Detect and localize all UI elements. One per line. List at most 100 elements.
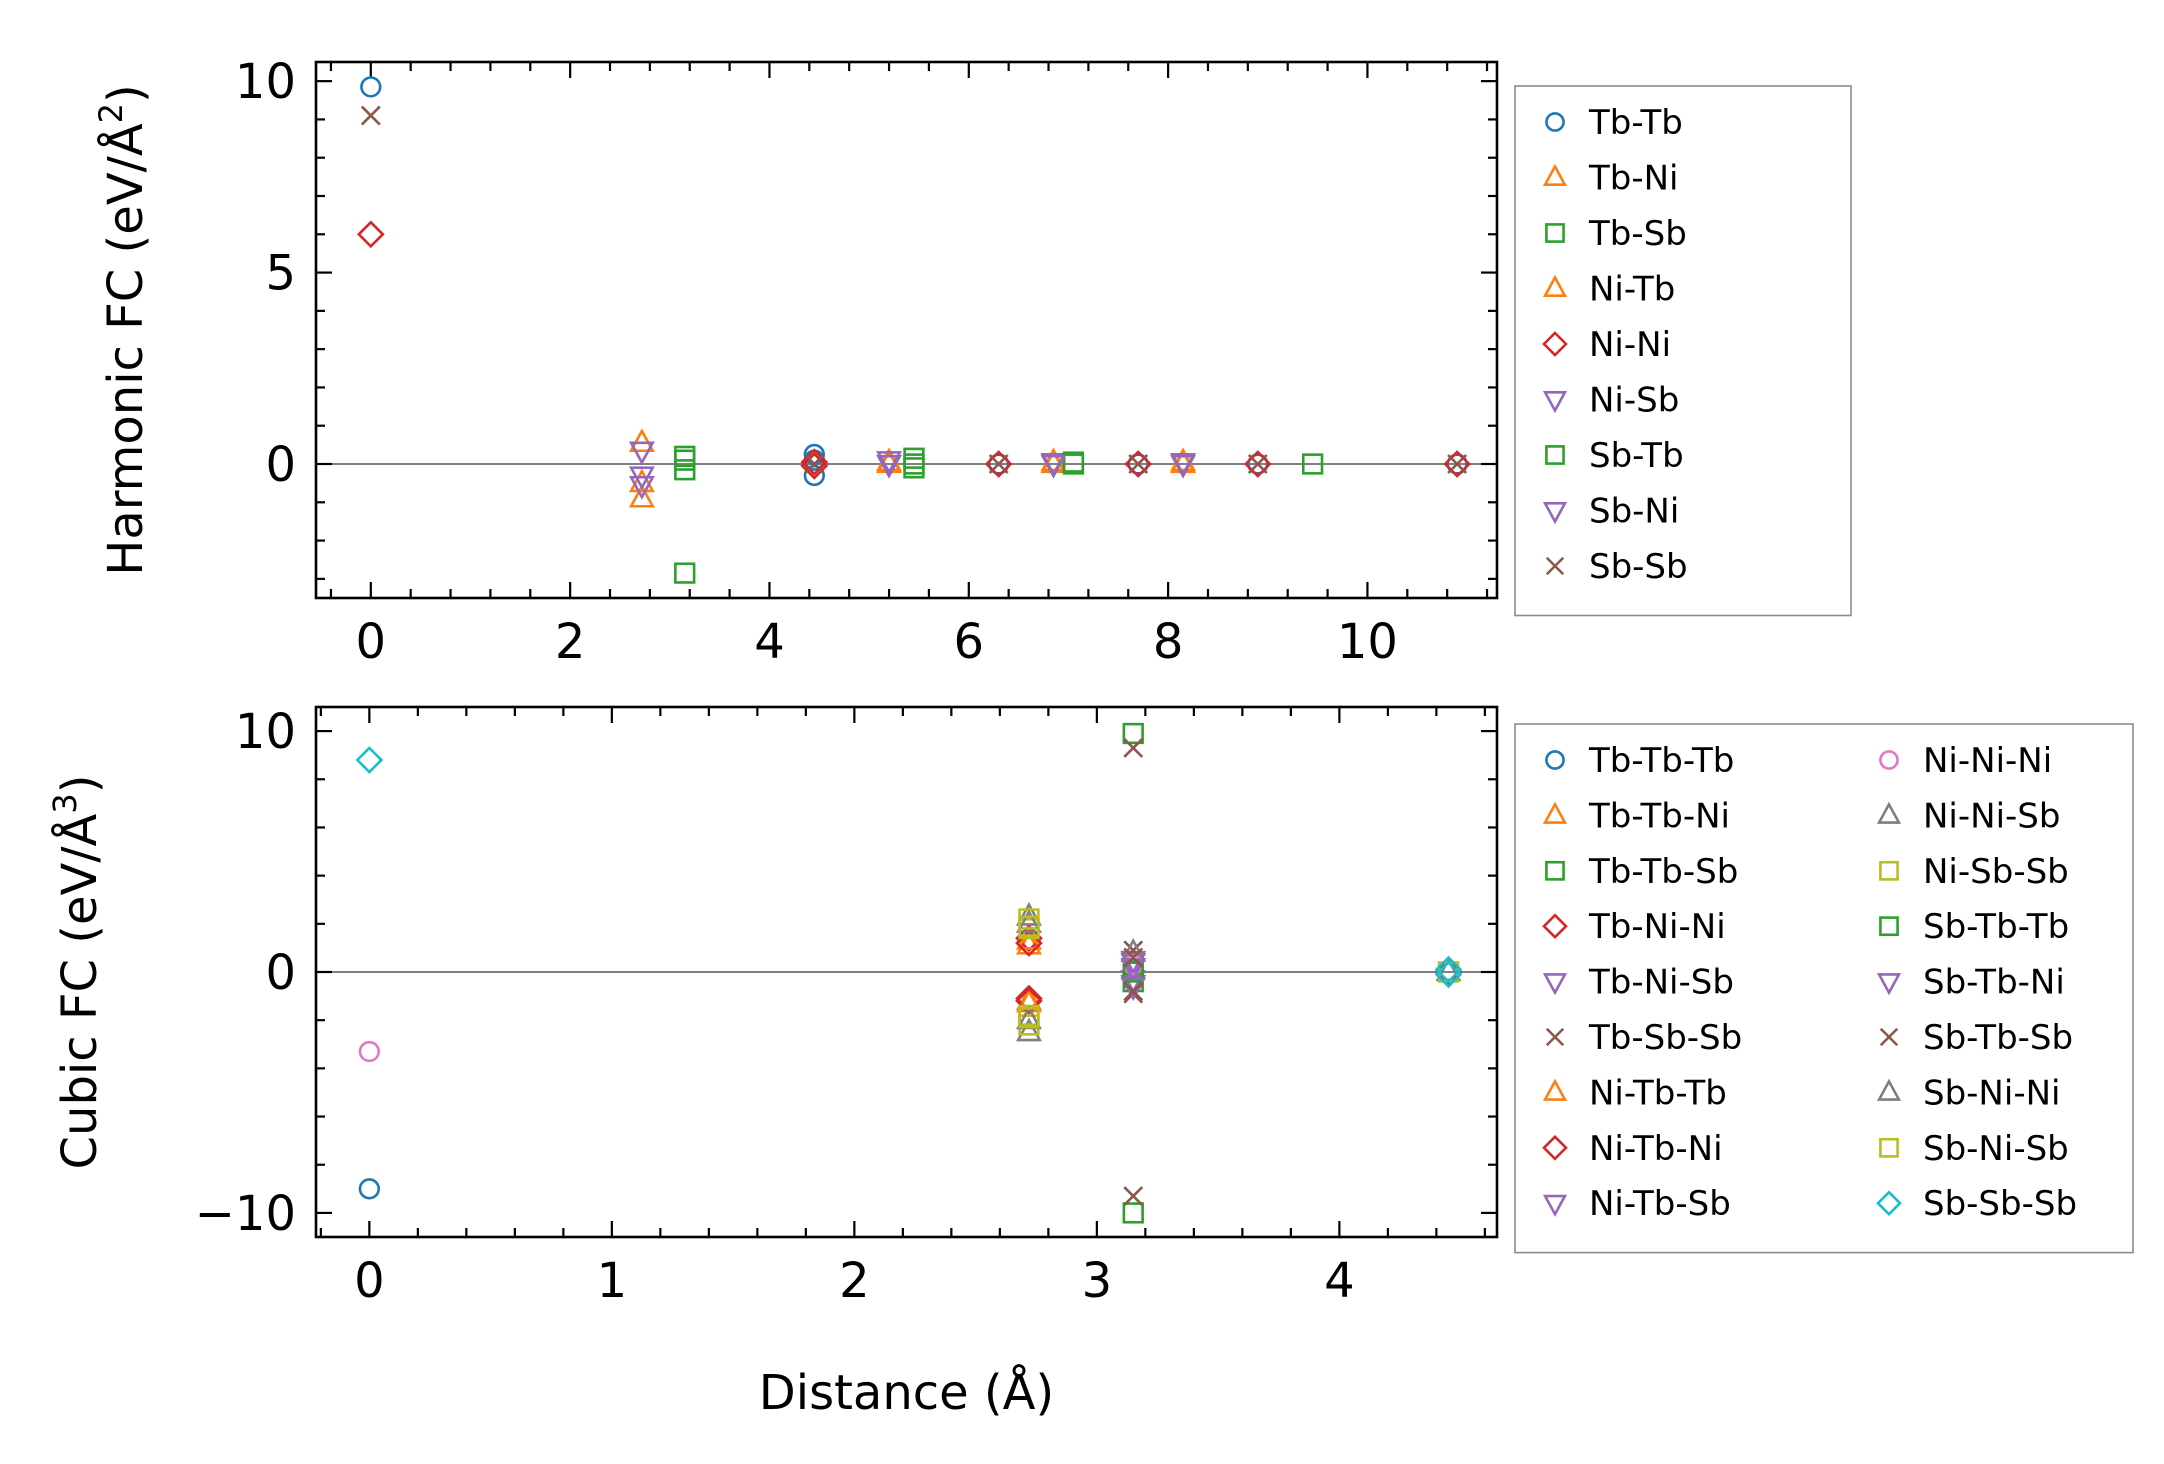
legend-box [1514, 723, 2134, 1254]
y-axis-label: Cubic FC (eV/Å3) [46, 775, 108, 1170]
legend-label: Ni-Tb [1589, 270, 1675, 310]
legend-item-ni-tb-tb: Ni-Tb-Tb [1542, 1073, 1727, 1113]
legend-marker-tb-tb-sb [1545, 860, 1565, 881]
data-point-ni-ni [800, 448, 829, 476]
legend-marker-tb-sb [1545, 223, 1565, 243]
data-point-ni-ni [984, 450, 1013, 478]
y-axis-label: Harmonic FC (eV/Å2) [92, 84, 154, 576]
legend-item-tb-ni-sb: Tb-Ni-Sb [1542, 963, 1734, 1003]
legend-label: Ni-Ni-Sb [1923, 796, 2060, 836]
legend-item-tb-tb-ni: Tb-Tb-Ni [1542, 796, 1730, 836]
data-point-sb-ni [1170, 454, 1197, 479]
data-point-sb-tb-sb [1123, 738, 1144, 758]
x-tick-label: 8 [1153, 614, 1184, 670]
y-tick-label: 0 [265, 945, 296, 1001]
legend-label: Tb-Tb-Tb [1588, 741, 1734, 781]
data-point-sb-ni-sb [1018, 915, 1040, 937]
data-point-sb-tb [903, 453, 925, 475]
data-point-sb-tb-sb [1123, 1186, 1144, 1206]
legend-item-ni-tb: Ni-Tb [1542, 270, 1675, 310]
series-tb-tb [360, 76, 1468, 487]
legend-box [1514, 85, 1852, 617]
data-point-sb-sb [1447, 454, 1468, 474]
data-point-ni-ni [1124, 450, 1153, 478]
legend-marker-ni-ni-ni [1879, 750, 1899, 770]
legend-item-tb-sb: Tb-Sb [1545, 214, 1687, 254]
data-point-sb-tb-tb [1122, 1202, 1144, 1224]
legend-label: Tb-Tb [1588, 103, 1683, 143]
data-point-sb-ni [876, 454, 903, 479]
x-tick-label: 2 [839, 1253, 870, 1309]
data-point-sb-ni [628, 475, 655, 500]
legend-item-ni-ni-sb: Ni-Ni-Sb [1876, 796, 2060, 836]
legend-item-ni-ni: Ni-Ni [1542, 325, 1671, 365]
legend-label: Tb-Sb-Sb [1588, 1018, 1742, 1058]
data-point-sb-tb-sb [1123, 947, 1144, 968]
data-point-ni-tb [1040, 447, 1067, 472]
legend-marker-tb-tb-tb [1545, 750, 1565, 770]
series-tb-ni-ni [1015, 924, 1463, 1013]
data-point-sb-tb [1062, 451, 1085, 473]
legend-marker-tb-ni-sb [1542, 973, 1568, 996]
legend: Tb-Tb-Tb Tb-Tb-Ni Tb-Tb-Sb Tb-Ni-Ni Tb-Ni-Sb… [1514, 723, 2134, 1254]
x-tick-label: 6 [954, 614, 985, 670]
data-point-sb-sb [1247, 454, 1268, 474]
legend-item-sb-tb-sb: Sb-Tb-Sb [1879, 1018, 2073, 1058]
data-point-ni-ni [800, 452, 829, 480]
cubic-fc-panel: 0 1 2 3 4 −10 0 10 Cubic FC (eV/Å3) Distance (Å) T… [46, 704, 2134, 1421]
legend-label: Sb-Tb-Sb [1923, 1018, 2073, 1058]
legend-marker-tb-tb [1545, 112, 1565, 132]
legend-marker-ni-tb-tb [1542, 1078, 1568, 1101]
data-point-ni-ni-ni [358, 1040, 381, 1063]
legend-marker-ni-sb-sb [1879, 860, 1899, 881]
x-tick-label: 0 [356, 614, 387, 670]
data-point-ni-tb [1170, 447, 1197, 472]
legend-marker-sb-ni-ni [1876, 1078, 1902, 1101]
legend-item-tb-tb-tb: Tb-Tb-Tb [1545, 741, 1734, 781]
series-sb-tb [674, 449, 1085, 475]
legend-label: Tb-Ni-Sb [1588, 963, 1734, 1003]
legend-label: Sb-Sb-Sb [1923, 1184, 2077, 1224]
legend-item-ni-tb-sb: Ni-Tb-Sb [1542, 1184, 1731, 1224]
legend-item-ni-sb: Ni-Sb [1542, 381, 1679, 421]
y-tick-label: 10 [235, 54, 296, 110]
legend-item-tb-ni: Tb-Ni [1542, 159, 1679, 199]
legend-marker-ni-tb-sb [1542, 1194, 1568, 1217]
legend-item-sb-ni-ni: Sb-Ni-Ni [1876, 1073, 2060, 1113]
legend-item-ni-sb-sb: Ni-Sb-Sb [1879, 852, 2069, 892]
data-point-tb-tb [360, 76, 382, 98]
legend-marker-sb-ni [1542, 502, 1568, 525]
series-sb-ni [628, 454, 1197, 500]
data-point-tb-ni [628, 428, 655, 453]
legend-marker-sb-tb-ni [1876, 973, 1902, 996]
legend-label: Sb-Ni-Sb [1923, 1129, 2069, 1169]
legend-item-sb-ni: Sb-Ni [1542, 492, 1679, 532]
data-point-tb-tb [1127, 453, 1149, 475]
legend-label: Sb-Tb [1589, 436, 1684, 476]
series-tb-tb-tb [358, 961, 1460, 1200]
legend-item-ni-ni-ni: Ni-Ni-Ni [1879, 741, 2052, 781]
data-point-tb-tb [1446, 453, 1468, 475]
legend-label: Sb-Ni [1589, 492, 1679, 532]
data-point-tb-sb [674, 562, 696, 584]
legend-marker-sb-tb-tb [1879, 916, 1899, 937]
x-axis-label: Distance (Å) [759, 1364, 1054, 1421]
data-point-sb-sb-sb [355, 746, 384, 774]
legend-item-sb-sb-sb: Sb-Sb-Sb [1876, 1184, 2077, 1224]
data-point-ni-ni-sb [1015, 901, 1042, 926]
legend-marker-tb-ni-ni [1542, 913, 1568, 940]
legend-marker-sb-tb [1545, 445, 1565, 465]
data-point-sb-sb-sb [1434, 960, 1463, 989]
data-point-tb-ni-ni [1015, 924, 1043, 953]
legend-label: Ni-Sb-Sb [1923, 852, 2069, 892]
legend-marker-sb-sb [1545, 556, 1565, 576]
data-point-sb-sb [360, 105, 381, 126]
legend-item-tb-sb-sb: Tb-Sb-Sb [1545, 1018, 1742, 1058]
legend-label: Sb-Ni-Ni [1923, 1073, 2060, 1113]
legend-label: Sb-Sb [1589, 547, 1688, 587]
series-tb-sb [674, 445, 1324, 584]
legend-marker-tb-ni [1542, 163, 1568, 186]
data-point-ni-ni [356, 220, 385, 249]
legend-label: Tb-Ni-Ni [1588, 907, 1726, 947]
legend-item-sb-sb: Sb-Sb [1545, 547, 1688, 587]
